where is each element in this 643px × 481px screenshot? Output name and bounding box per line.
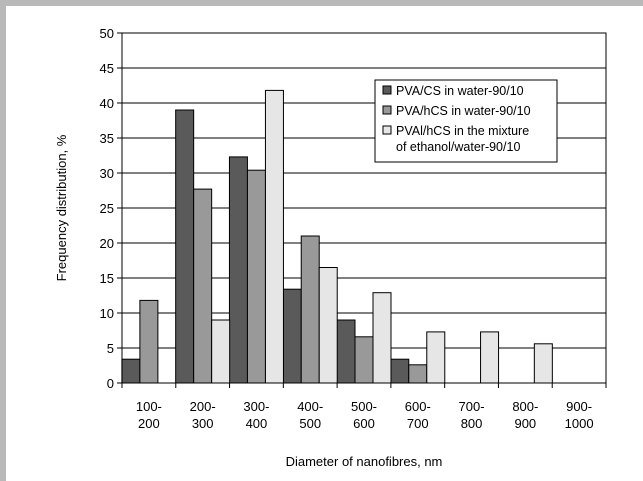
bar-2-2: [193, 188, 213, 384]
legend: PVA/CS in water-90/10 PVA/hCS in water-90…: [374, 79, 558, 163]
bar-2-1: [139, 299, 159, 384]
y-tick-label: 40: [100, 96, 114, 111]
bar-1-3: [228, 156, 248, 384]
y-tick-label: 35: [100, 131, 114, 146]
bar-3-8: [533, 343, 553, 384]
y-tick-label: 20: [100, 236, 114, 251]
bar-1-6: [390, 358, 410, 384]
y-tick-label: 45: [100, 61, 114, 76]
y-tick-labels: 0 5 10 15 20 25 30 35 40 45 50: [100, 26, 114, 391]
y-tick-label: 0: [107, 376, 114, 391]
x-tick-label: 500-600: [351, 399, 377, 431]
bar-1-5: [336, 319, 356, 384]
bar-3-5: [372, 292, 392, 384]
x-tick-label: 800-900: [512, 399, 538, 431]
x-tick-label: 700-800: [459, 399, 485, 431]
y-tick-label: 10: [100, 306, 114, 321]
y-tick-label: 30: [100, 166, 114, 181]
y-tick-label: 5: [107, 341, 114, 356]
legend-label-3: PVAl/hCS in the mixture: [396, 124, 529, 138]
bar-2-6: [408, 364, 428, 384]
bar-3-6: [426, 331, 446, 384]
legend-swatch-3: [382, 125, 392, 135]
bar-3-4: [318, 267, 338, 384]
y-tick-label: 50: [100, 26, 114, 41]
x-tick-labels: 100-200 200-300 300-400 400-500 500-600 600-7…: [136, 399, 594, 431]
legend-swatch-1: [382, 85, 392, 95]
x-tick-label: 600-700: [405, 399, 431, 431]
x-tick-label: 400-500: [297, 399, 323, 431]
bar-3-2: [211, 319, 231, 384]
legend-box: [374, 79, 558, 163]
bar-1-2: [175, 109, 195, 384]
legend-label-3: of ethanol/water-90/10: [396, 140, 520, 154]
legend-label-1: PVA/CS in water-90/10: [396, 84, 524, 98]
bar-3-3: [264, 89, 284, 384]
y-axis-label: Frequency distribution, %: [54, 134, 69, 281]
bars: [121, 89, 553, 384]
legend-swatch-2: [382, 105, 392, 115]
x-tick-label: 100-200: [136, 399, 162, 431]
bar-2-4: [300, 235, 320, 384]
plot-border: [121, 32, 607, 384]
y-tick-label: 25: [100, 201, 114, 216]
x-axis-label: Diameter of nanofibres, nm: [286, 454, 443, 469]
bar-1-4: [282, 288, 302, 384]
bar-2-3: [246, 169, 266, 384]
bar-1-1: [121, 358, 141, 384]
legend-label-2: PVA/hCS in water-90/10: [396, 104, 531, 118]
bar-2-5: [354, 336, 374, 384]
x-tick-label: 300-400: [243, 399, 269, 431]
bar-3-7: [480, 331, 500, 384]
axes: [117, 32, 607, 388]
x-tick-label: 200-300: [190, 399, 216, 431]
x-tick-label: 900-1000: [565, 399, 594, 431]
y-tick-label: 15: [100, 271, 114, 286]
